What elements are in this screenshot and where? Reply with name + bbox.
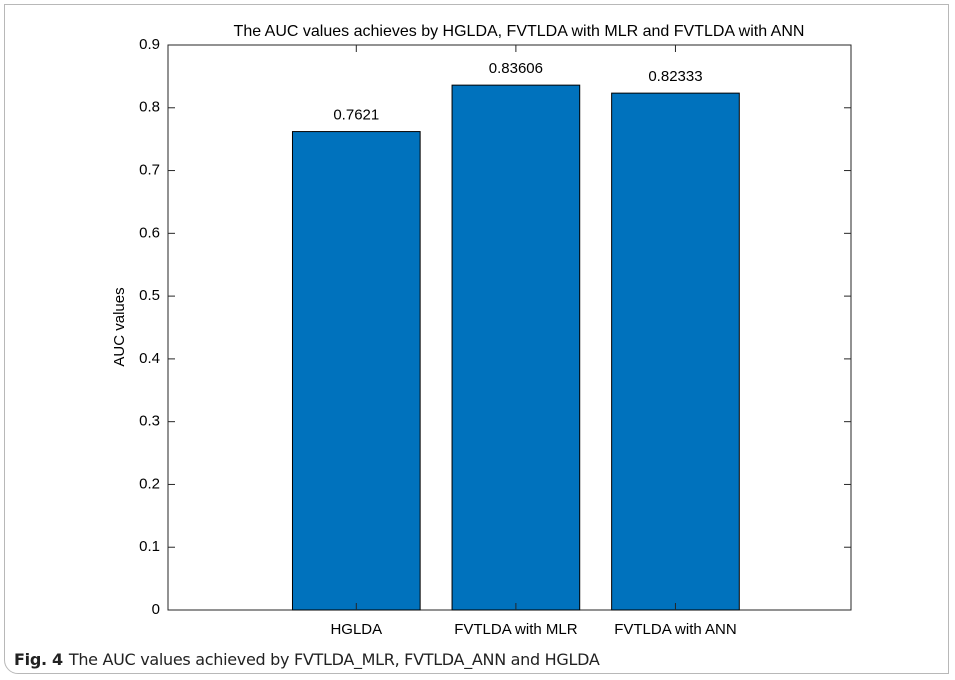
data-label: 0.82333: [648, 68, 702, 85]
caption: Fig. 4 The AUC values achieved by FVTLDA_…: [14, 650, 600, 669]
y-axis-label: AUC values: [111, 287, 128, 366]
y-tick-label: 0: [152, 601, 160, 618]
y-tick-label: 0.8: [139, 99, 160, 116]
bar: [611, 92, 740, 611]
y-tick-label: 0.2: [139, 475, 160, 492]
x-tick-label: FVTLDA with MLR: [454, 621, 578, 638]
y-tick-label: 0.5: [139, 287, 160, 304]
data-label: 0.83606: [489, 60, 543, 77]
chart: The AUC values achieves by HGLDA, FVTLDA…: [111, 23, 852, 638]
y-tick-label: 0.6: [139, 224, 160, 241]
bar: [451, 84, 581, 611]
caption-text: The AUC values achieved by FVTLDA_MLR, F…: [68, 650, 600, 669]
caption-label: Fig. 4: [14, 650, 63, 669]
figure-frame: [4, 4, 949, 674]
x-tick-label: HGLDA: [330, 621, 382, 638]
y-tick-label: 0.3: [139, 413, 160, 430]
x-tick-label: FVTLDA with ANN: [614, 621, 737, 638]
bar: [291, 131, 421, 611]
y-tick-label: 0.7: [139, 162, 160, 179]
y-tick-label: 0.4: [139, 350, 160, 367]
y-tick-label: 0.1: [139, 538, 160, 555]
chart-title: The AUC values achieves by HGLDA, FVTLDA…: [234, 23, 805, 40]
y-tick-label: 0.9: [139, 36, 160, 53]
data-label: 0.7621: [333, 107, 379, 124]
